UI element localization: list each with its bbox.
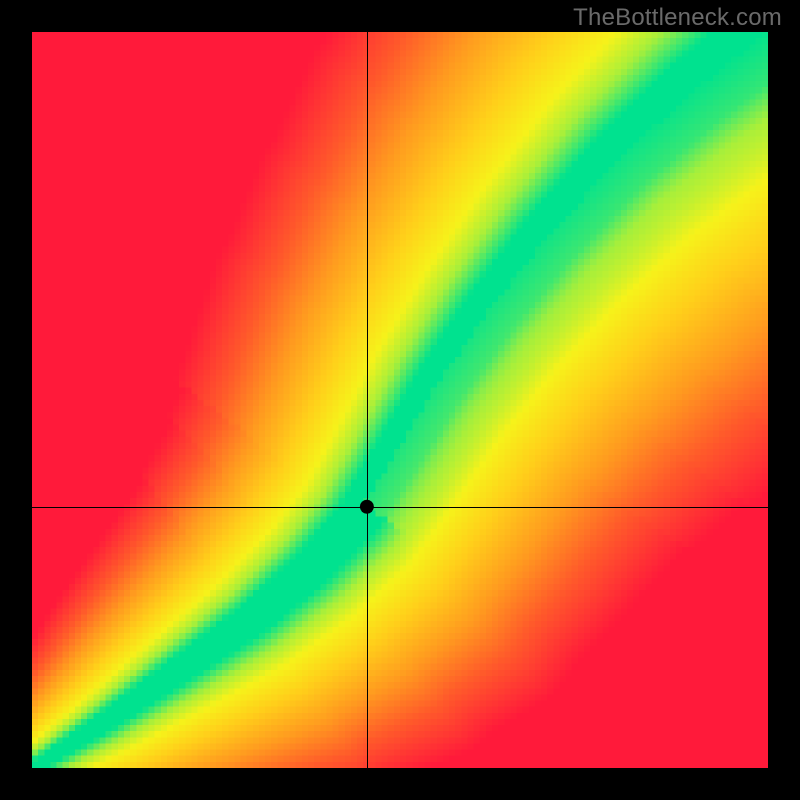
crosshair-overlay	[32, 32, 768, 768]
chart-container: TheBottleneck.com	[0, 0, 800, 800]
watermark-text: TheBottleneck.com	[573, 4, 782, 32]
